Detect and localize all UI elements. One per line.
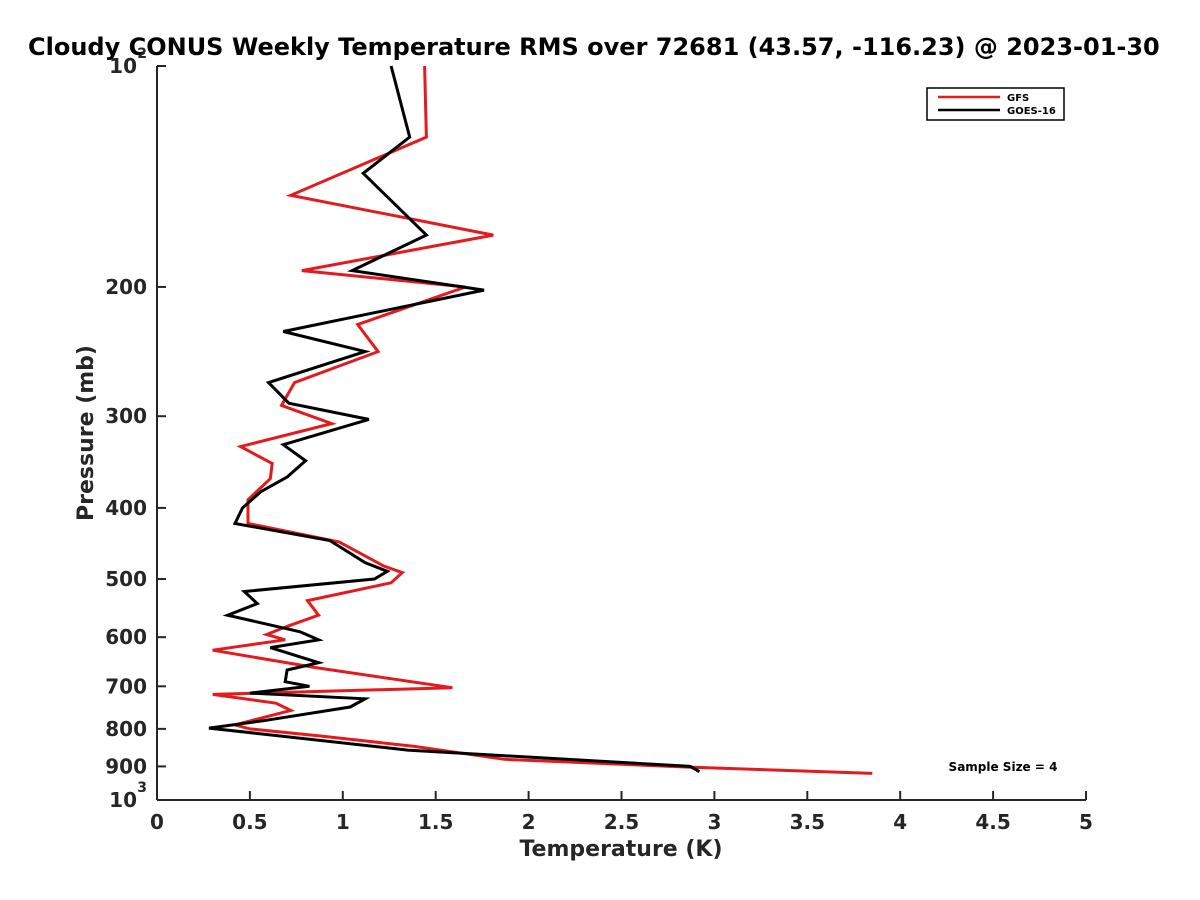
x-tick-label: 3 — [707, 810, 721, 834]
y-tick-label: 10 — [109, 788, 137, 812]
x-tick-label: 0.5 — [232, 810, 267, 834]
y-tick-label: 400 — [105, 496, 147, 520]
legend: GFS GOES-16 — [926, 87, 1065, 121]
legend-label-gfs: GFS — [1007, 93, 1029, 104]
y-tick-label: 600 — [105, 625, 147, 649]
x-tick-label: 4 — [893, 810, 907, 834]
y-tick-label: 500 — [105, 567, 147, 591]
x-tick-label: 0 — [150, 810, 164, 834]
series-line-goes-16 — [208, 65, 701, 774]
y-tick-label: 900 — [105, 754, 147, 778]
y-tick-label: 10 — [109, 54, 137, 78]
plot-area: 0 0.5 1 1.5 2 2.5 3 3.5 4 4.5 5 210200300400500600… — [105, 46, 1093, 834]
series-line-gfs — [212, 65, 873, 775]
x-tick-label: 2 — [522, 810, 536, 834]
y-tick-exponent: 2 — [137, 46, 147, 62]
x-tick-label: 4.5 — [975, 810, 1010, 834]
x-axis-ticks: 0 0.5 1 1.5 2 2.5 3 3.5 4 4.5 5 — [150, 791, 1093, 834]
y-tick-label: 700 — [105, 674, 147, 698]
x-tick-label: 3.5 — [790, 810, 825, 834]
series-layer — [208, 65, 873, 775]
x-axis-label: Temperature (K) — [519, 837, 722, 862]
legend-box — [926, 87, 1065, 121]
y-tick-label: 200 — [105, 275, 147, 299]
chart-title: Cloudy CONUS Weekly Temperature RMS over… — [28, 33, 1160, 61]
y-tick-label: 300 — [105, 404, 147, 428]
x-tick-label: 1.5 — [418, 810, 453, 834]
y-tick-label: 800 — [105, 717, 147, 741]
x-tick-label: 5 — [1079, 810, 1093, 834]
sample-size-annotation: Sample Size = 4 — [949, 760, 1058, 774]
x-tick-label: 1 — [336, 810, 350, 834]
y-axis-label: Pressure (mb) — [74, 345, 99, 521]
y-tick-exponent: 3 — [137, 780, 147, 796]
x-tick-label: 2.5 — [604, 810, 639, 834]
legend-label-goes-16: GOES-16 — [1007, 106, 1056, 117]
